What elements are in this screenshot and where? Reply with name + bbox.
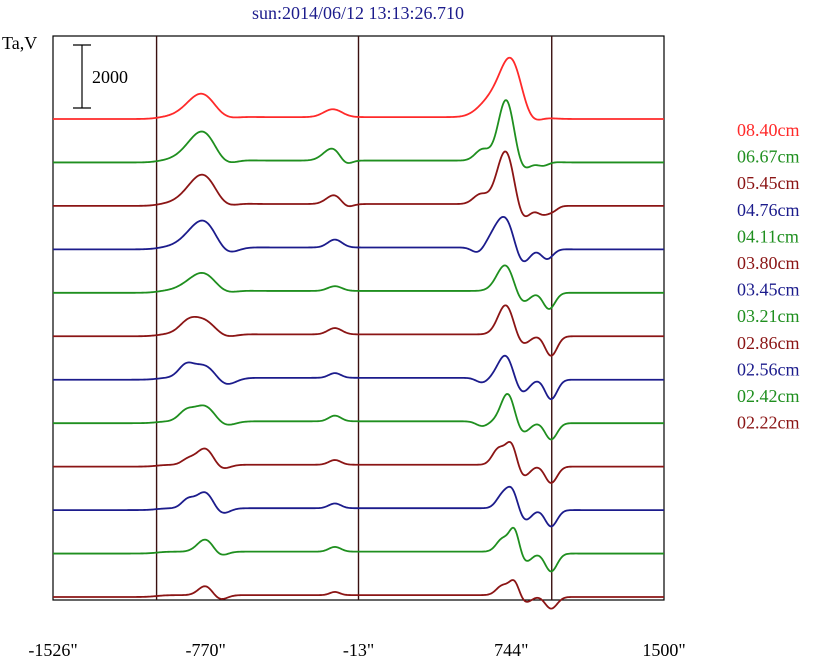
x-tick-label-2: -13" xyxy=(343,640,374,660)
scale-bar-label: 2000 xyxy=(92,67,128,87)
series-line-03.21cm xyxy=(53,392,664,441)
series-line-04.76cm xyxy=(53,215,664,263)
series-group xyxy=(53,56,664,610)
scale-bar: 2000 xyxy=(73,44,128,109)
legend-entry-10: 02.42cm xyxy=(737,386,800,406)
legend-entry-3: 04.76cm xyxy=(737,200,800,220)
legend: 08.40cm 06.67cm 05.45cm 04.76cm 04.11cm 03.80… xyxy=(737,120,800,433)
series-line-02.56cm xyxy=(53,485,664,528)
x-tick-label-4: 1500" xyxy=(642,640,685,660)
legend-entry-7: 03.21cm xyxy=(737,306,800,326)
x-tick-label-3: 744" xyxy=(494,640,528,660)
series-line-02.86cm xyxy=(53,441,664,484)
x-tick-label-1: -770" xyxy=(185,640,225,660)
legend-entry-1: 06.67cm xyxy=(737,147,800,167)
legend-entry-4: 04.11cm xyxy=(737,226,799,246)
legend-entry-6: 03.45cm xyxy=(737,280,800,300)
legend-entry-9: 02.56cm xyxy=(737,359,800,379)
legend-entry-5: 03.80cm xyxy=(737,253,800,273)
series-line-03.80cm xyxy=(53,304,664,357)
legend-entry-8: 02.86cm xyxy=(737,333,800,353)
legend-entry-2: 05.45cm xyxy=(737,173,800,193)
legend-entry-11: 02.22cm xyxy=(737,413,800,433)
series-line-08.40cm xyxy=(53,56,664,121)
series-line-02.42cm xyxy=(53,526,664,573)
series-line-05.45cm xyxy=(53,150,664,218)
legend-entry-0: 08.40cm xyxy=(737,120,800,140)
series-line-02.22cm xyxy=(53,579,664,610)
x-ticks: -1526" -770" -13" 744" 1500" xyxy=(28,640,685,660)
chart-title: sun:2014/06/12 13:13:26.710 xyxy=(252,3,464,23)
vertical-markers xyxy=(155,36,553,600)
y-axis-label: Ta,V xyxy=(2,33,37,53)
series-line-06.67cm xyxy=(53,99,664,169)
series-line-03.45cm xyxy=(53,354,664,401)
series-line-04.11cm xyxy=(53,264,664,310)
x-tick-label-0: -1526" xyxy=(28,640,77,660)
